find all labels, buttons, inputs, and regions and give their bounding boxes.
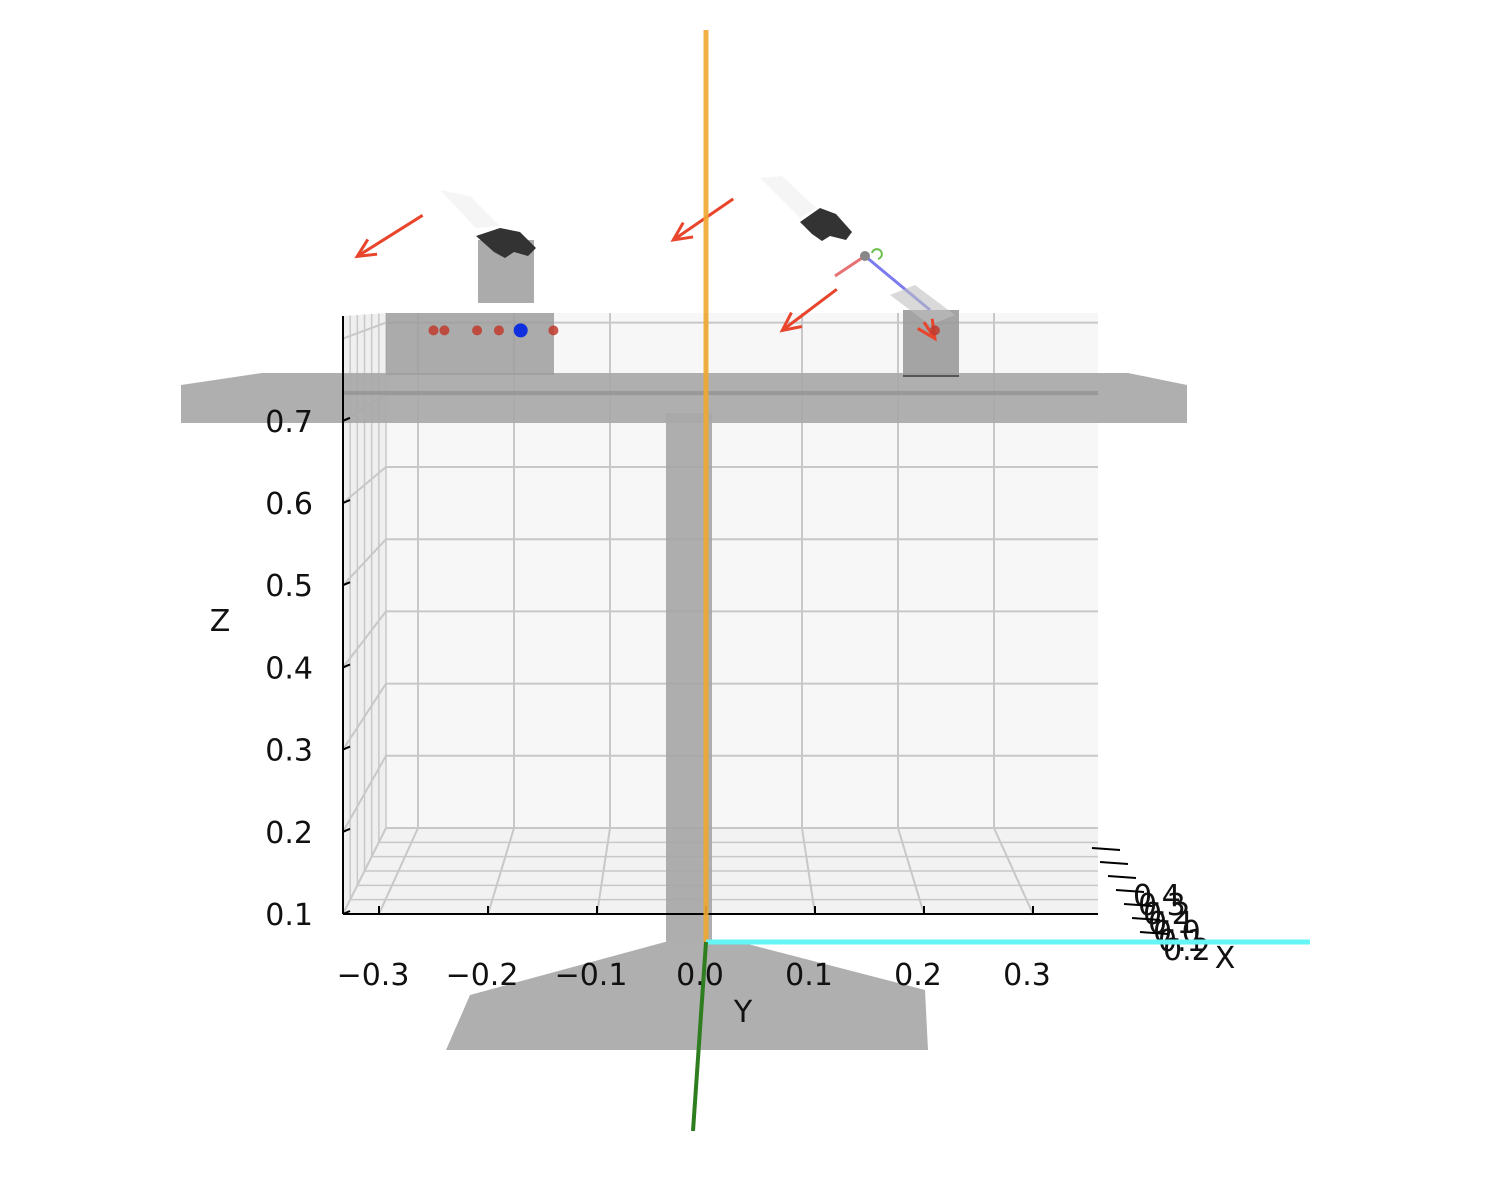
x-tick-label-3: 0.1 <box>1148 906 1196 941</box>
marker-red-5 <box>548 325 559 336</box>
table-base <box>446 942 928 1050</box>
x-tick-mark-4 <box>1123 903 1153 907</box>
z-tick-mark-5 <box>342 499 351 504</box>
z-tick-mark-0 <box>342 910 351 915</box>
x-tick-label-2: 0.2 <box>1143 897 1191 932</box>
arrows <box>354 197 937 342</box>
y-tick-label-5: 0.2 <box>894 958 942 993</box>
x-tick-label-0: 0.4 <box>1133 879 1181 914</box>
table-top-edge <box>343 391 1098 395</box>
z-tick-label-3: 0.4 <box>265 651 313 686</box>
right-gripper-fade <box>760 176 816 218</box>
x-tick-mark-6 <box>1139 931 1169 935</box>
arm-joint <box>860 251 870 261</box>
z-tick-label-5: 0.6 <box>265 487 313 522</box>
marker-red-1 <box>439 325 450 336</box>
x-tick-mark-5 <box>1131 917 1161 921</box>
z-tick-label-1: 0.2 <box>265 816 313 851</box>
back-pane <box>386 313 1098 828</box>
x-axis-label: X <box>1215 941 1236 976</box>
arm-link-red <box>834 254 866 278</box>
arrow-head-2 <box>779 311 803 333</box>
y-tick-label-1: −0.2 <box>446 958 519 993</box>
y-tick-label-6: 0.3 <box>1003 958 1051 993</box>
arrow-shaft-1 <box>672 197 735 242</box>
arrow-head-1 <box>670 221 694 242</box>
z-ticks: 0.1 0.2 0.3 0.4 0.5 0.6 0.7 <box>265 405 351 933</box>
z-tick-label-0: 0.1 <box>265 898 313 933</box>
marker-blue-4 <box>513 323 528 338</box>
z-tick-mark-1 <box>342 827 351 833</box>
marker-red-2 <box>472 325 483 336</box>
x-tick-mark-2 <box>1107 875 1137 879</box>
y-tick-label-3: 0.0 <box>676 958 724 993</box>
x-tick-mark-1 <box>1099 861 1129 865</box>
z-tick-mark-6 <box>342 416 351 422</box>
x-ticks: 0.40.30.20.10.00.10.2 <box>1091 847 1211 968</box>
z-tick-label-2: 0.3 <box>265 734 313 769</box>
arrow-head-0 <box>354 238 378 259</box>
table-top <box>181 373 1187 423</box>
left-block <box>386 313 554 375</box>
arrow-shaft-0 <box>356 214 424 258</box>
green-axis-line <box>691 941 708 1132</box>
z-tick-mark-3 <box>342 663 351 669</box>
left-gripper-fade <box>440 190 500 228</box>
y-ticks: −0.3 −0.2 −0.1 0.0 0.1 0.2 0.3 <box>337 906 1051 993</box>
marker-red-6 <box>929 325 940 336</box>
z-tick-mark-2 <box>342 745 351 751</box>
y-tick-label-0: −0.3 <box>337 958 410 993</box>
x-tick-mark-3 <box>1115 889 1145 893</box>
y-tick-label-2: −0.1 <box>555 958 628 993</box>
y-axis-label: Y <box>733 995 753 1030</box>
y-tick-label-4: 0.1 <box>785 958 833 993</box>
z-tick-label-6: 0.7 <box>265 405 313 440</box>
right-gripper-icon <box>800 208 852 241</box>
z-tick-label-4: 0.5 <box>265 569 313 604</box>
arm-gripper-ghost <box>890 285 955 325</box>
left-gripper-icon <box>476 228 536 258</box>
markers <box>428 323 940 338</box>
arrow-head-3 <box>916 318 937 342</box>
z-tick-mark-4 <box>342 581 351 587</box>
marker-red-0 <box>428 325 439 336</box>
z-axis-label: Z <box>210 604 231 639</box>
x-tick-label-6: 0.2 <box>1163 933 1211 968</box>
x-tick-mark-0 <box>1091 847 1121 851</box>
arrow-shaft-2 <box>781 288 838 332</box>
arm-joint-rotation-icon <box>871 248 883 260</box>
marker-red-3 <box>493 325 504 336</box>
